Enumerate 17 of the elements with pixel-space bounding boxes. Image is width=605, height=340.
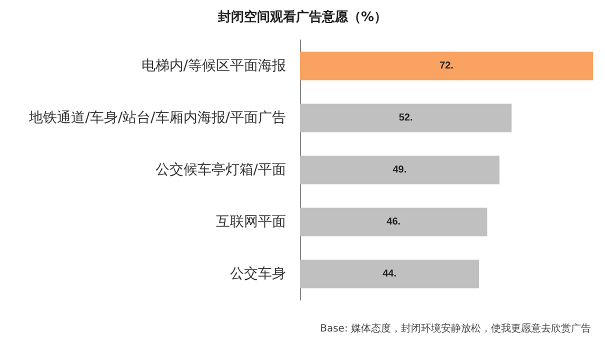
bar xyxy=(300,104,512,132)
bar xyxy=(300,208,488,236)
text: Base: 媒体态度，封闭环境安静放松，使我更愿意去欣赏广告 xyxy=(320,322,592,334)
data-label: 49. xyxy=(392,164,407,176)
bar xyxy=(300,156,500,184)
data-label: 46. xyxy=(386,216,401,228)
y-tick-label: 互联网平面 xyxy=(216,214,286,230)
data-label: 72. xyxy=(440,60,454,72)
y-tick-label: 公交候车亭灯箱/平面 xyxy=(155,162,286,178)
bar xyxy=(300,52,593,80)
y-tick-label: 电梯内/等候区平面海报 xyxy=(141,58,286,74)
data-label: 44. xyxy=(382,268,397,280)
y-tick-label: 公交车身 xyxy=(230,266,286,282)
data-label: 52. xyxy=(398,112,413,124)
chart-title: 封闭空间观看广告意愿（%） xyxy=(216,9,388,25)
bar xyxy=(300,260,480,288)
y-tick-label: 地铁通道/车身/站台/车厢内海报/平面广告 xyxy=(28,110,286,126)
